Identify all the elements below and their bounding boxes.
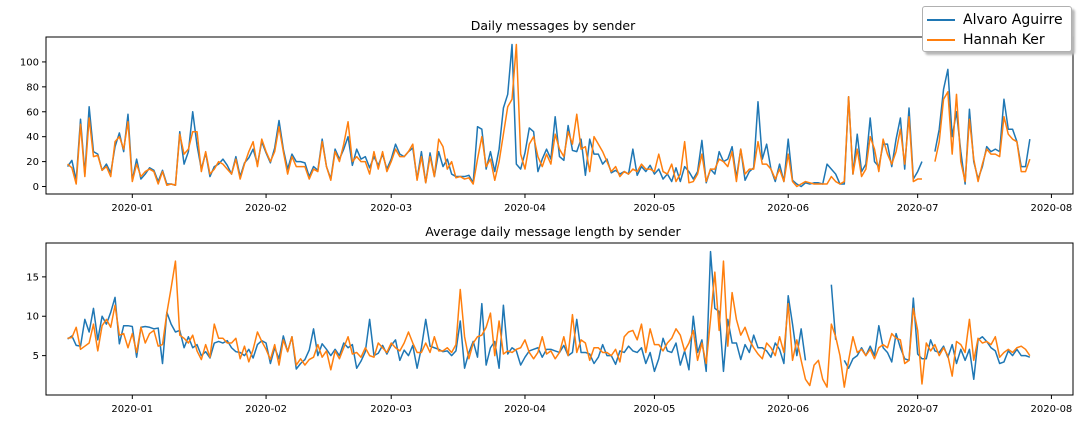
x-tick-label: 2020-03 xyxy=(370,203,412,214)
x-tick-label: 2020-02 xyxy=(245,203,287,214)
axes-layer-bottom: 2020-01 2020-02 2020-03 2020-04 2020-05 2020-… xyxy=(26,272,1072,415)
plot-frame-bottom xyxy=(45,242,1074,396)
y-tick-label: 0 xyxy=(33,182,39,193)
series-line-hannah xyxy=(67,43,1031,188)
y-tick-label: 40 xyxy=(26,132,39,143)
x-tick-label: 2020-08 xyxy=(1031,203,1073,214)
x-tick-label: 2020-07 xyxy=(897,203,939,214)
x-tick-label: 2020-02 xyxy=(245,404,287,415)
x-tick-label: 2020-03 xyxy=(370,404,412,415)
series-layer-bottom xyxy=(67,250,1031,388)
y-tick-label: 60 xyxy=(26,107,39,118)
top-chart: Daily messages by sender 2020-01 2020-02 2… xyxy=(20,18,1074,214)
legend-item-alvaro: Alvaro Aguirre xyxy=(927,10,1063,30)
x-tick-label: 2020-01 xyxy=(111,404,153,415)
series-line-alvaro xyxy=(66,43,1031,188)
y-tick-label: 15 xyxy=(26,272,39,283)
series-line-alvaro xyxy=(67,250,1031,380)
x-tick-label: 2020-04 xyxy=(504,203,546,214)
x-tick-label: 2020-04 xyxy=(504,404,546,415)
y-tick-label: 100 xyxy=(20,57,39,68)
legend-label-hannah: Hannah Ker xyxy=(963,32,1045,48)
x-tick-label: 2020-06 xyxy=(767,404,809,415)
legend-swatch-hannah xyxy=(927,39,955,41)
series-layer-top xyxy=(66,43,1031,188)
y-tick-label: 20 xyxy=(26,157,39,168)
bottom-chart: Average daily message length by sender 2… xyxy=(26,224,1074,415)
chart-title-top: Daily messages by sender xyxy=(471,18,636,33)
legend-item-hannah: Hannah Ker xyxy=(927,30,1045,50)
legend-swatch-alvaro xyxy=(927,19,955,21)
y-tick-label: 5 xyxy=(33,351,39,362)
x-tick-label: 2020-01 xyxy=(111,203,153,214)
legend-label-alvaro: Alvaro Aguirre xyxy=(963,12,1063,28)
axes-layer-top: 2020-01 2020-02 2020-03 2020-04 2020-05 2020-… xyxy=(20,57,1072,214)
y-tick-label: 10 xyxy=(26,312,39,323)
series-line-hannah xyxy=(67,260,1031,388)
chart-title-bottom: Average daily message length by sender xyxy=(425,224,681,239)
x-tick-label: 2020-08 xyxy=(1031,404,1073,415)
x-tick-label: 2020-05 xyxy=(634,404,676,415)
plot-frame-top xyxy=(45,36,1074,195)
x-tick-label: 2020-05 xyxy=(634,203,676,214)
x-tick-label: 2020-06 xyxy=(767,203,809,214)
chart-legend: Alvaro Aguirre Hannah Ker xyxy=(922,6,1072,52)
y-tick-label: 80 xyxy=(26,82,39,93)
x-tick-label: 2020-07 xyxy=(897,404,939,415)
